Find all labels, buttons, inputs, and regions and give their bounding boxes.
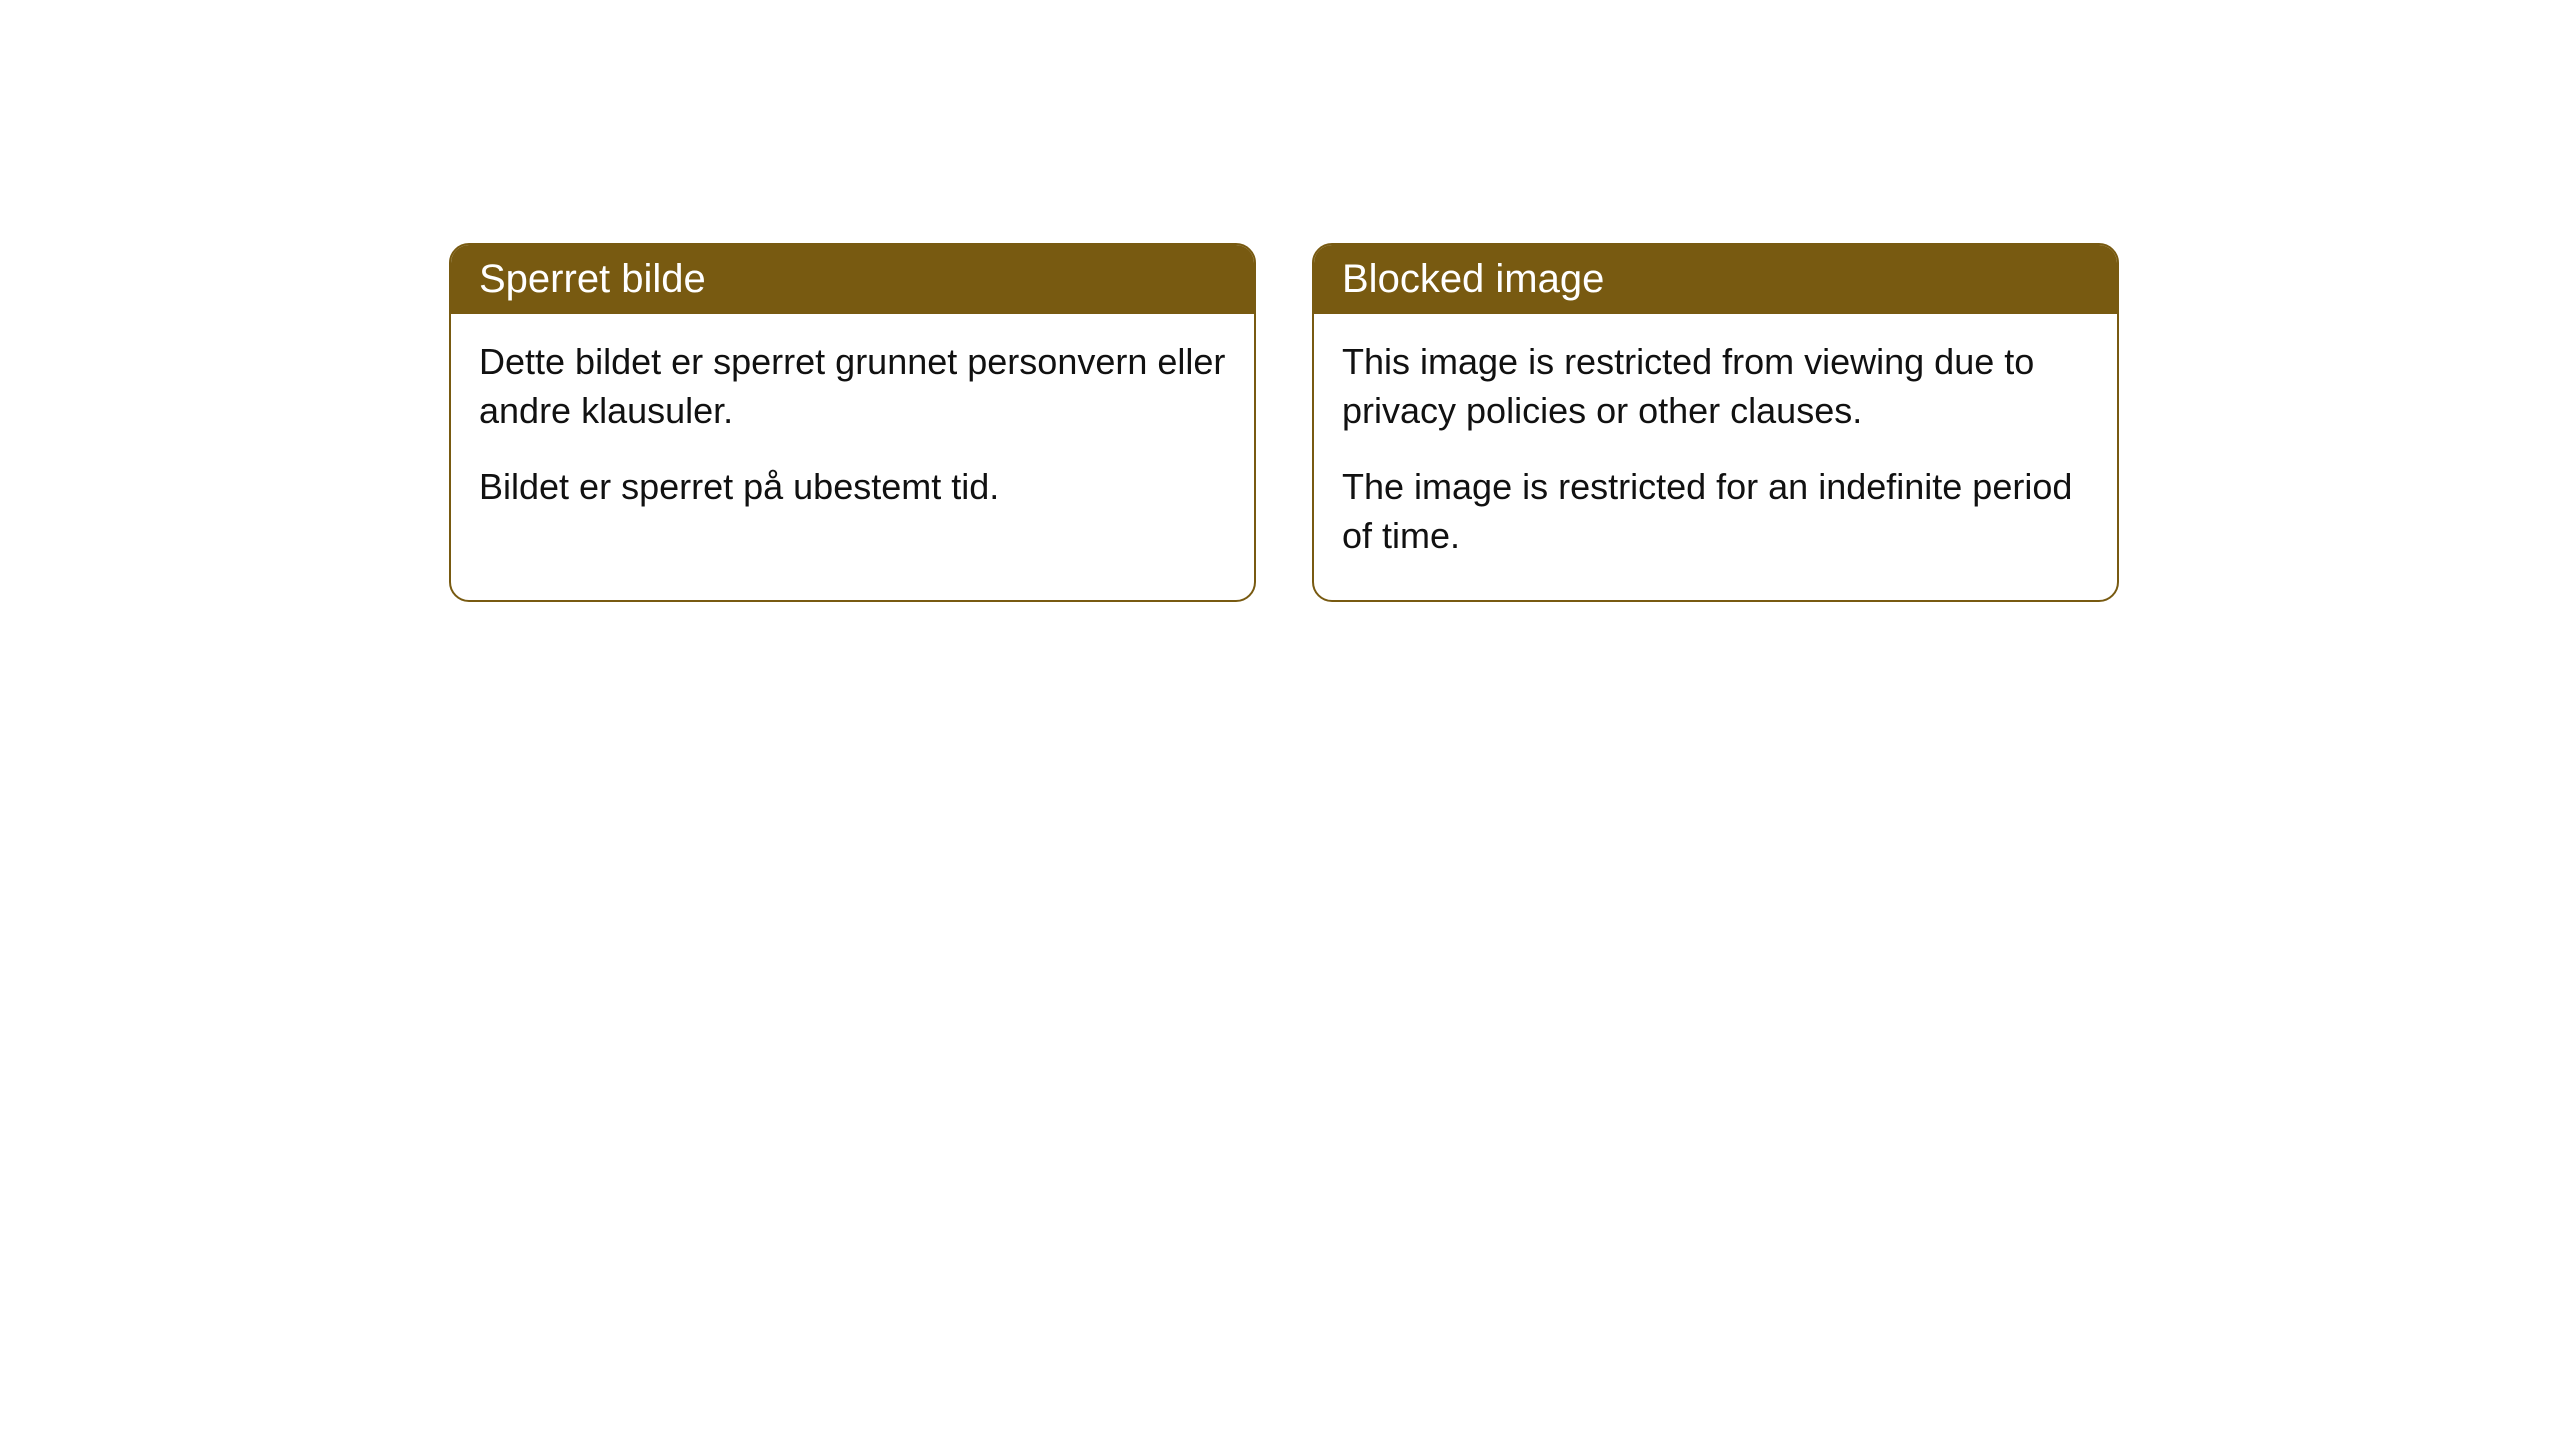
card-paragraph: This image is restricted from viewing du… [1342, 338, 2089, 435]
card-body: Dette bildet er sperret grunnet personve… [451, 314, 1254, 552]
card-paragraph: Dette bildet er sperret grunnet personve… [479, 338, 1226, 435]
card-header: Sperret bilde [451, 245, 1254, 314]
blocked-image-card-english: Blocked image This image is restricted f… [1312, 243, 2119, 602]
card-title: Blocked image [1342, 257, 1604, 301]
blocked-image-card-norwegian: Sperret bilde Dette bildet er sperret gr… [449, 243, 1256, 602]
card-title: Sperret bilde [479, 257, 706, 301]
card-paragraph: The image is restricted for an indefinit… [1342, 463, 2089, 560]
card-header: Blocked image [1314, 245, 2117, 314]
card-paragraph: Bildet er sperret på ubestemt tid. [479, 463, 1226, 512]
card-container: Sperret bilde Dette bildet er sperret gr… [449, 243, 2119, 602]
card-body: This image is restricted from viewing du… [1314, 314, 2117, 600]
